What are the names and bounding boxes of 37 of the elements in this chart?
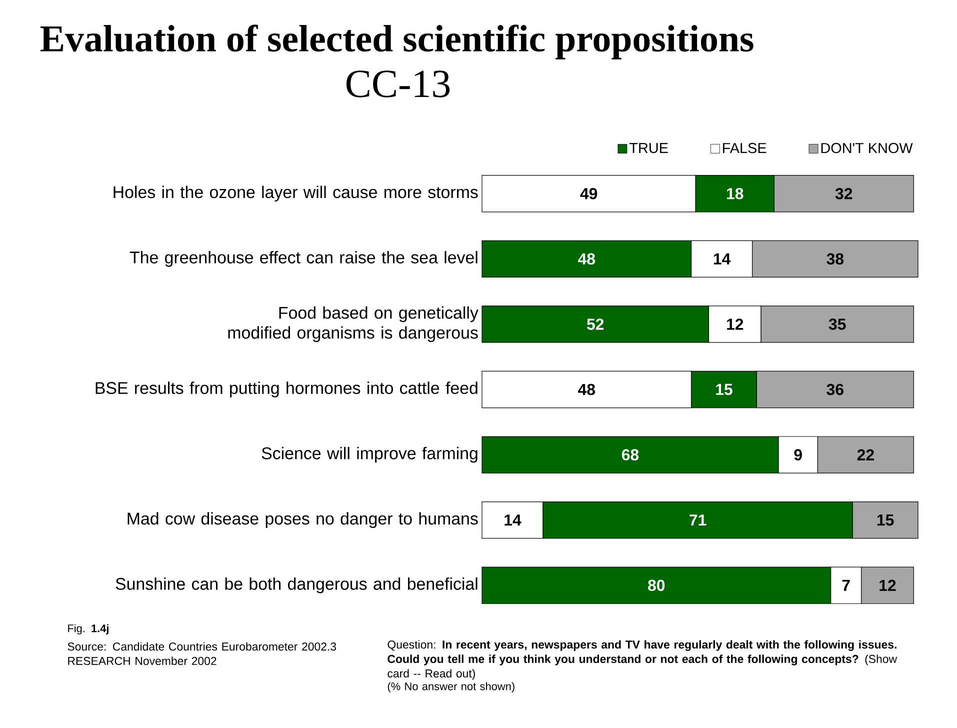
y-tick-label: Sunshine can be both dangerous and beneficial [116,577,478,594]
data-label: 80 [648,580,665,591]
data-label: 14 [504,514,522,526]
text: Question: In recent years, newspapers and TV have regularly dealt with the following issues. Could you tell me if you think you understand or not each of the following concepts? (Show card -- Read out) [388,640,898,680]
text: (% No answer not shown) [388,682,514,692]
chart-title: Evaluation of selected scientific propositions [40,24,754,60]
data-label: 71 [690,514,706,526]
data-label: 38 [826,253,844,265]
text: Fig. 1.4j [68,624,108,634]
data-label: 12 [727,318,744,330]
data-label: 12 [880,580,896,591]
y-tick-label: Holes in the ozone layer will cause more storms [114,186,478,202]
data-label: 7 [842,580,850,591]
legend-label: DON'T KNOW [821,142,913,154]
data-label: 22 [857,449,874,460]
data-label: 15 [716,384,732,396]
data-label: 49 [580,188,598,200]
data-label: 18 [727,188,744,200]
legend-label: FALSE [723,142,766,154]
data-label: 32 [835,188,852,200]
source-note: Source: Candidate Countries Eurobarometer 2002.3 RESEARCH November 2002 [68,642,336,666]
y-tick-label: Food based on genetically modified organisms is dangerous [228,306,478,342]
data-label: 68 [622,449,639,460]
y-tick-label: The greenhouse effect can raise the sea level [130,251,478,267]
data-label: 48 [578,384,596,396]
y-tick-label: BSE results from putting hormones into cattle feed [96,382,478,398]
data-label: 52 [586,318,604,330]
chart-subtitle: CC-13 [346,70,450,98]
data-label: 36 [826,384,844,396]
data-label: 48 [578,253,596,265]
data-label: 14 [714,253,731,264]
data-label: 9 [794,449,802,460]
y-tick-label: Mad cow disease poses no danger to humans [128,512,478,528]
legend-label: TRUE [629,143,668,154]
data-label: 35 [828,318,846,330]
data-label: 15 [877,514,894,526]
y-tick-label: Science will improve farming [262,446,478,463]
